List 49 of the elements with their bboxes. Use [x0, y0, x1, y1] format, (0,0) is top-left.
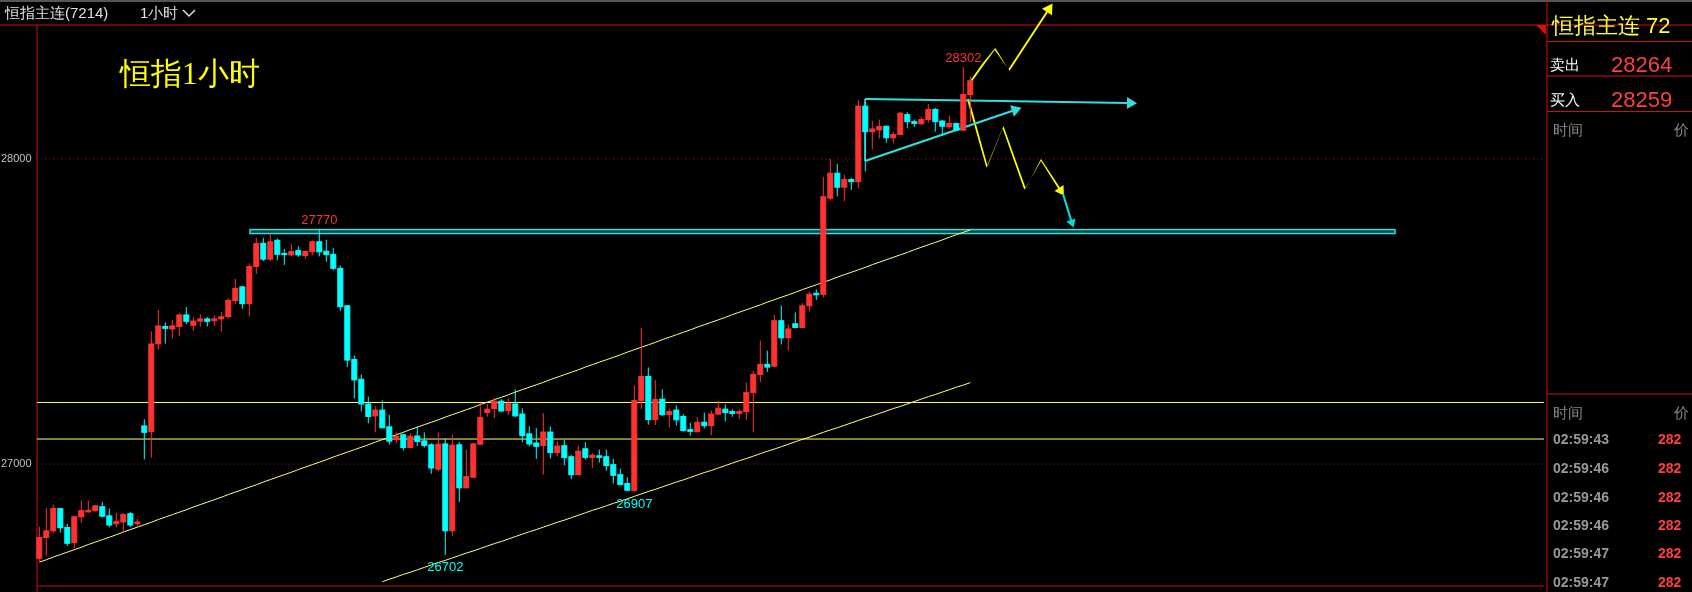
candlestick	[260, 237, 267, 262]
annotation: 26907	[616, 496, 653, 512]
text: 恒指主连(7214)	[4, 4, 109, 21]
candlestick	[778, 305, 785, 346]
line-series	[381, 382, 971, 583]
candlestick	[834, 163, 841, 197]
text: 28259	[1611, 87, 1673, 112]
text: 买入	[1550, 91, 1580, 108]
text: 28264	[1611, 52, 1673, 77]
candlestick	[491, 397, 498, 419]
text: 02:59:46	[1553, 460, 1610, 476]
annotation: 26702	[427, 558, 464, 574]
y-tick-label: 28000	[1, 152, 32, 165]
candlestick	[652, 379, 659, 426]
text: 卖出	[1550, 56, 1580, 73]
candlestick	[540, 412, 547, 476]
candlestick	[372, 405, 379, 433]
candlestick	[785, 324, 792, 352]
text: 价	[1673, 404, 1689, 421]
text: 02:59:47	[1553, 574, 1610, 590]
text: 时间	[1553, 121, 1583, 138]
text: 02:59:47	[1553, 545, 1610, 561]
candlestick	[575, 445, 582, 476]
text: 02:59:46	[1553, 489, 1610, 505]
text: 282	[1658, 574, 1682, 590]
annotation: 27770	[301, 212, 338, 228]
y-tick-label: 27000	[1, 456, 32, 469]
text: 02:59:43	[1553, 431, 1610, 447]
line-series	[38, 229, 971, 563]
text: 282	[1658, 489, 1682, 505]
text: 价	[1673, 121, 1689, 138]
candlestick	[267, 233, 274, 262]
annotation: 28302	[945, 50, 982, 66]
text: 恒指主连 72	[1551, 13, 1671, 38]
text: 282	[1658, 517, 1682, 533]
candlestick	[666, 408, 673, 428]
candlestick	[141, 418, 148, 460]
text: 恒指1小时	[119, 56, 260, 91]
text: 02:59:46	[1553, 517, 1610, 533]
text: 1小时	[140, 4, 179, 21]
text: 282	[1658, 545, 1682, 561]
text: 282	[1658, 460, 1682, 476]
candlestick	[764, 350, 771, 373]
candlestick	[841, 174, 848, 202]
text: 282	[1658, 431, 1682, 447]
candlestick	[162, 322, 169, 345]
candlestick	[547, 425, 554, 460]
text: 时间	[1553, 404, 1583, 421]
candlestick	[659, 388, 666, 417]
